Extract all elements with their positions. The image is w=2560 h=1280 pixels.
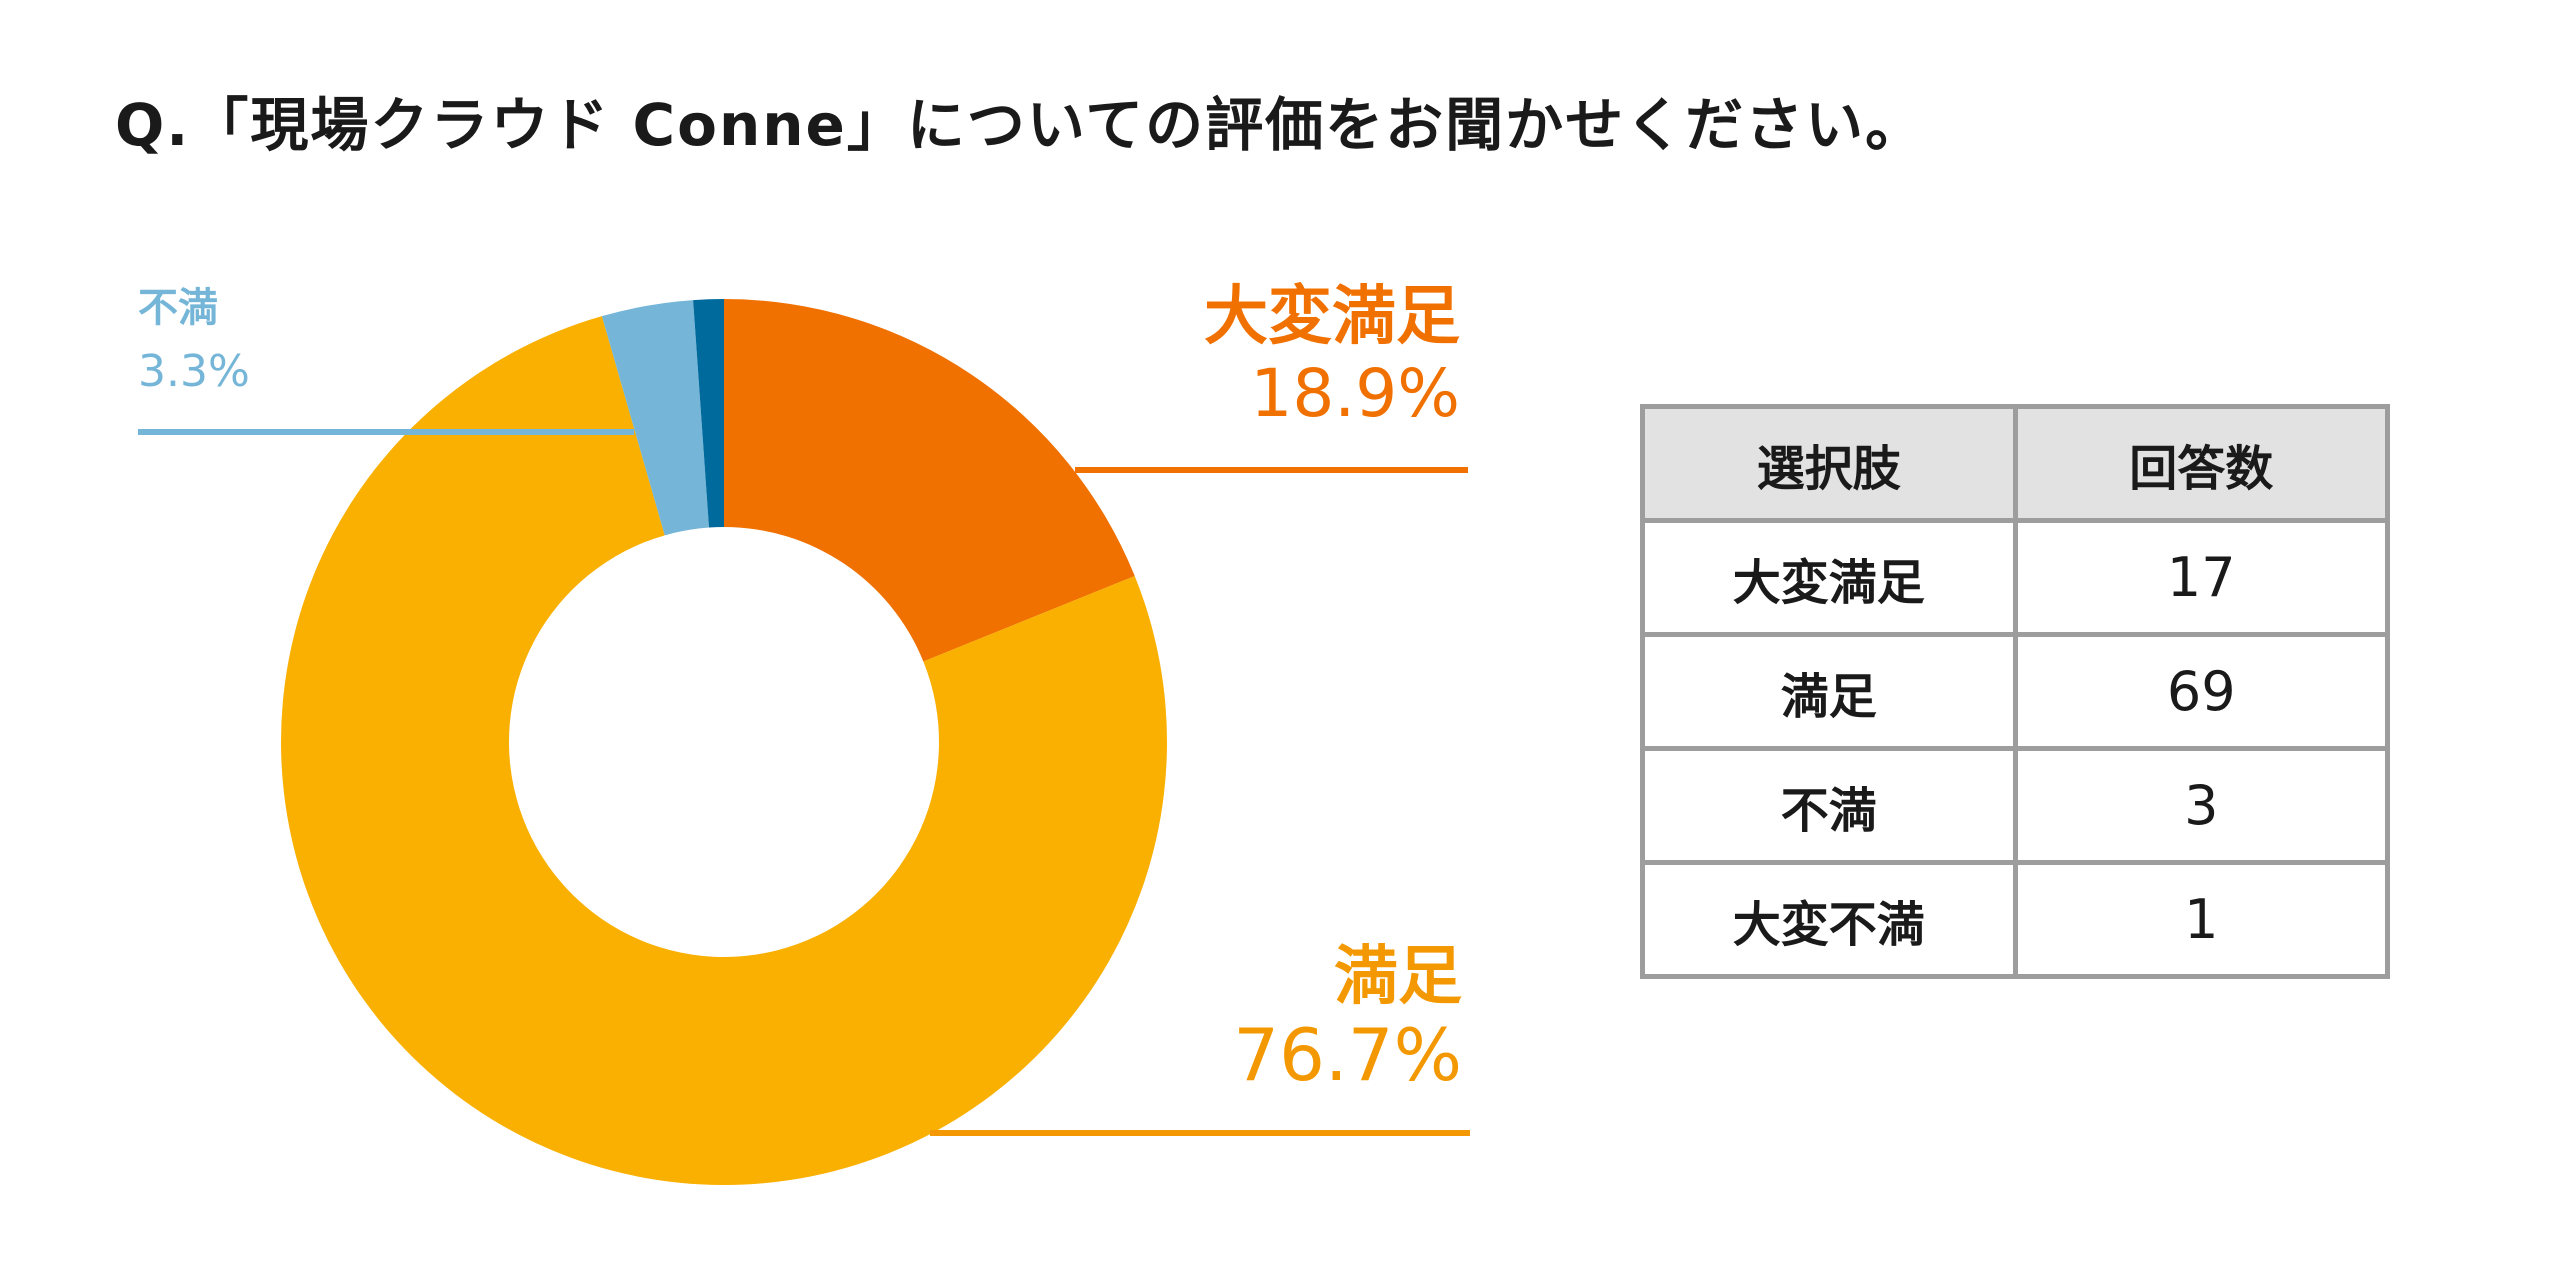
response-count-table: 選択肢 回答数 大変満足 17 満足 69 不満 3 大変不満 1 (1640, 404, 2390, 979)
slice-dissatisfied (601, 300, 710, 536)
count-cell: 17 (2012, 518, 2390, 637)
donut-slices (280, 299, 1167, 1185)
choice-cell: 大変不満 (1640, 860, 2018, 979)
callout-label: 満足 (1334, 940, 1462, 1014)
table-row: 大変不満 1 (1640, 860, 2390, 979)
donut-chart (138, 299, 1470, 1185)
choice-cell: 不満 (1640, 746, 2018, 865)
table-header-row: 選択肢 回答数 (1640, 404, 2390, 523)
count-cell: 3 (2012, 746, 2390, 865)
slice-very-dissatisfied (693, 299, 724, 528)
count-cell: 1 (2012, 860, 2390, 979)
table-row: 満足 69 (1640, 632, 2390, 751)
chart-title: Q.「現場クラウド Conne」についての評価をお聞かせください。 (115, 91, 1926, 159)
table-row: 不満 3 (1640, 746, 2390, 865)
callout-label: 不満 (138, 285, 218, 331)
slice-very-satisfied (724, 299, 1135, 662)
callout-percent: 76.7% (1233, 1013, 1462, 1098)
choice-cell: 大変満足 (1640, 518, 2018, 637)
header-choice: 選択肢 (1640, 404, 2018, 523)
callout-label: 大変満足 (1204, 280, 1460, 354)
callout-percent: 3.3% (138, 346, 250, 397)
choice-cell: 満足 (1640, 632, 2018, 751)
callout-percent: 18.9% (1250, 355, 1460, 433)
header-count: 回答数 (2012, 404, 2390, 523)
callout-satisfied: 満足 76.7% (1233, 942, 1462, 1096)
callout-very-satisfied: 大変満足 18.9% (1204, 282, 1460, 431)
callout-dissatisfied: 不満 3.3% (138, 286, 250, 396)
slice-satisfied (280, 316, 1167, 1185)
callout-leader-lines (138, 429, 1470, 1136)
count-cell: 69 (2012, 632, 2390, 751)
table-row: 大変満足 17 (1640, 518, 2390, 637)
